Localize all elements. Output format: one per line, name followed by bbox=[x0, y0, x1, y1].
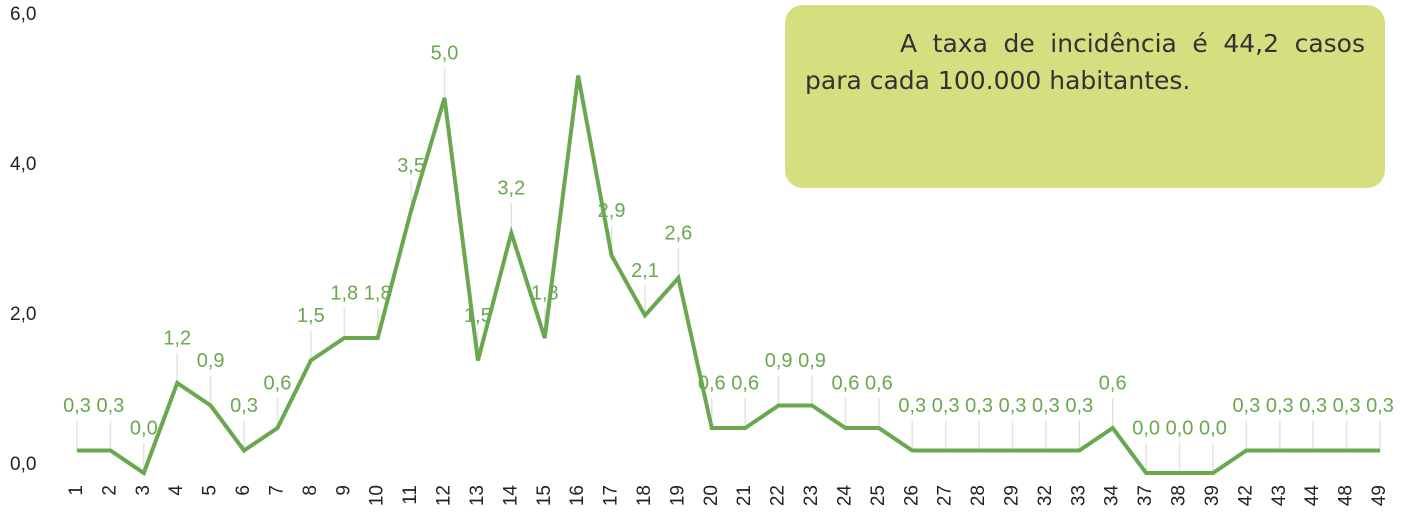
x-tick-label: 26 bbox=[901, 485, 922, 506]
x-tick-label: 9 bbox=[333, 485, 354, 496]
data-label: 0,6 bbox=[264, 372, 292, 394]
data-label: 0,0 bbox=[1199, 417, 1227, 439]
data-label: 1,5 bbox=[297, 305, 325, 327]
data-label: 0,3 bbox=[1232, 395, 1260, 417]
data-label: 5,0 bbox=[431, 42, 459, 64]
x-tick-label: 8 bbox=[300, 485, 321, 496]
annotation: A taxa de incidência é 44,2 casos para c… bbox=[785, 5, 1385, 188]
x-tick-label: 37 bbox=[1135, 485, 1156, 506]
x-tick-label: 44 bbox=[1302, 485, 1323, 507]
data-label: 3,2 bbox=[497, 177, 525, 199]
x-tick-label: 17 bbox=[601, 485, 622, 506]
data-label: 0,6 bbox=[865, 372, 893, 394]
data-label: 0,6 bbox=[1099, 372, 1127, 394]
x-tick-label: 4 bbox=[166, 485, 187, 496]
x-tick-label: 10 bbox=[367, 485, 388, 506]
data-label: 0,3 bbox=[63, 395, 91, 417]
data-label: 0,3 bbox=[999, 395, 1027, 417]
data-label: 3,5 bbox=[397, 155, 425, 177]
x-tick-label: 28 bbox=[968, 485, 989, 506]
data-label: 0,6 bbox=[698, 372, 726, 394]
data-label: 1,8 bbox=[364, 282, 392, 304]
data-label: 1,8 bbox=[330, 282, 358, 304]
x-tick-label: 23 bbox=[801, 485, 822, 506]
data-label: 0,3 bbox=[1266, 395, 1294, 417]
data-label: 2,6 bbox=[664, 222, 692, 244]
data-label: 0,3 bbox=[230, 395, 258, 417]
x-tick-label: 14 bbox=[500, 485, 521, 507]
x-tick-label: 21 bbox=[734, 485, 755, 506]
x-tick-label: 27 bbox=[935, 485, 956, 506]
x-tick-label: 38 bbox=[1169, 485, 1190, 506]
x-tick-label: 48 bbox=[1336, 485, 1357, 506]
data-label: 2,9 bbox=[598, 200, 626, 222]
data-label: 0,9 bbox=[765, 350, 793, 372]
x-tick-label: 49 bbox=[1369, 485, 1390, 506]
x-tick-label: 16 bbox=[567, 485, 588, 506]
y-tick-label: 4,0 bbox=[10, 154, 36, 175]
x-tick-label: 15 bbox=[534, 485, 555, 506]
data-label: 0,3 bbox=[1032, 395, 1060, 417]
data-label: 2,1 bbox=[631, 260, 659, 282]
data-label: 0,3 bbox=[97, 395, 125, 417]
data-label: 0,3 bbox=[898, 395, 926, 417]
data-label: 0,3 bbox=[1366, 395, 1394, 417]
x-tick-label: 5 bbox=[200, 485, 221, 496]
y-tick-label: 6,0 bbox=[10, 4, 36, 25]
x-tick-label: 24 bbox=[834, 485, 855, 507]
data-label: 1,8 bbox=[531, 282, 559, 304]
data-label: 0,9 bbox=[197, 350, 225, 372]
y-tick-label: 2,0 bbox=[10, 304, 36, 325]
data-label: 0,3 bbox=[932, 395, 960, 417]
data-label: 0,3 bbox=[965, 395, 993, 417]
data-label: 0,0 bbox=[1166, 417, 1194, 439]
x-tick-label: 33 bbox=[1068, 485, 1089, 506]
x-tick-label: 7 bbox=[266, 485, 287, 496]
data-label: 0,3 bbox=[1333, 395, 1361, 417]
data-label: 1,5 bbox=[464, 305, 492, 327]
x-tick-label: 19 bbox=[667, 485, 688, 506]
x-tick-label: 32 bbox=[1035, 485, 1056, 506]
data-label: 0,3 bbox=[1299, 395, 1327, 417]
data-label: 0,0 bbox=[1132, 417, 1160, 439]
x-tick-label: 11 bbox=[400, 485, 421, 505]
x-tick-label: 13 bbox=[467, 485, 488, 506]
x-tick-label: 42 bbox=[1235, 485, 1256, 506]
data-label: 1,2 bbox=[163, 327, 191, 349]
x-tick-label: 1 bbox=[66, 485, 87, 496]
x-tick-label: 34 bbox=[1102, 485, 1123, 507]
line bbox=[77, 75, 1380, 477]
x-tick-label: 39 bbox=[1202, 485, 1223, 506]
data-label: 0,9 bbox=[798, 350, 826, 372]
data-label: 0,0 bbox=[130, 417, 158, 439]
x-tick-label: 22 bbox=[768, 485, 789, 506]
x-tick-label: 3 bbox=[133, 485, 154, 496]
x-tick-label: 18 bbox=[634, 485, 655, 506]
x-tick-label: 20 bbox=[701, 485, 722, 506]
x-tick-label: 6 bbox=[233, 485, 254, 496]
data-label: 0,6 bbox=[832, 372, 860, 394]
x-tick-label: 43 bbox=[1269, 485, 1290, 506]
x-tick-label: 12 bbox=[434, 485, 455, 506]
x-tick-label: 2 bbox=[99, 485, 120, 496]
x-tick-label: 29 bbox=[1002, 485, 1023, 506]
y-tick-label: 0,0 bbox=[10, 454, 36, 475]
data-label: 0,3 bbox=[1065, 395, 1093, 417]
x-tick-label: 25 bbox=[868, 485, 889, 506]
data-label: 0,6 bbox=[731, 372, 759, 394]
